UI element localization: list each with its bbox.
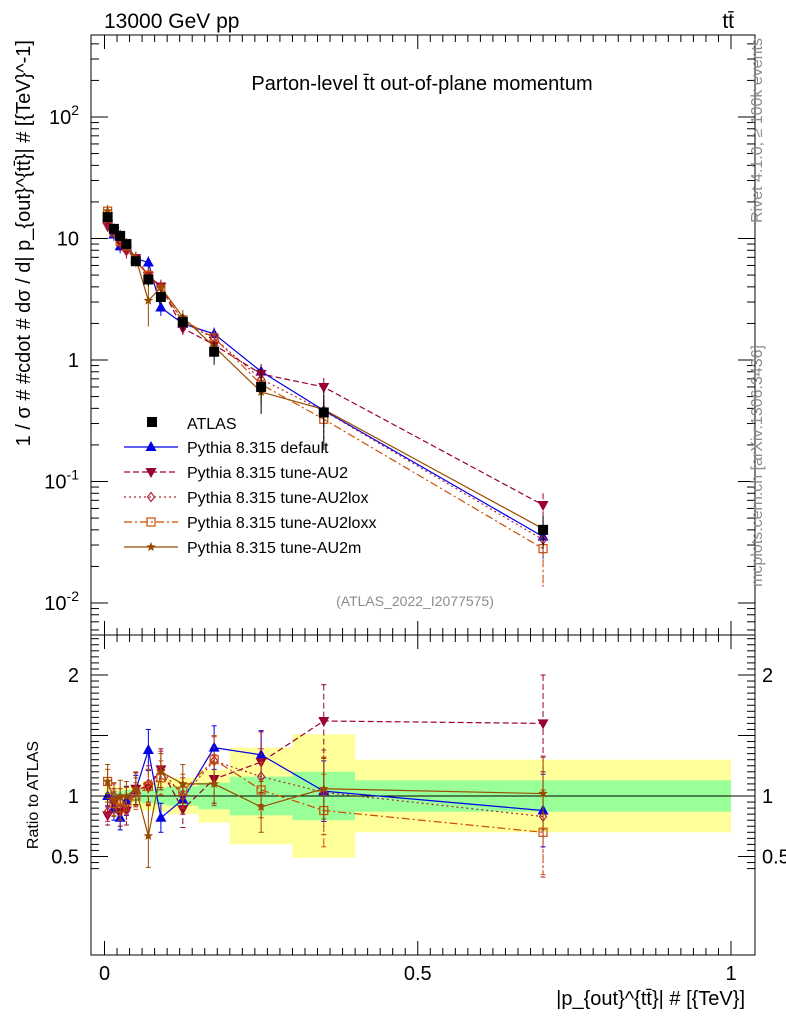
atlas-point-2: [115, 230, 126, 241]
series-4-ratio-point-1: [109, 794, 119, 804]
atlas-point-8: [209, 346, 220, 357]
y-tick-label-4: 102: [49, 102, 79, 129]
legend-label-1: Pythia 8.315 tune-AU2: [187, 465, 348, 482]
mcplots-label: mcplots.cern.ch [arXiv:1306.3436]: [749, 345, 766, 587]
series-1-main-point-11: [537, 501, 549, 512]
ratio-tick-label-right-1: 1: [762, 786, 773, 808]
series-1-line-main: [107, 225, 544, 506]
ratio-tick-label-left-0: 0.5: [51, 847, 79, 869]
series-1-ratio-point-10: [318, 716, 330, 727]
series-2-line-ratio: [107, 760, 544, 818]
legend-marker-0: [145, 441, 157, 451]
x-tick-label-1: 0.5: [404, 963, 432, 985]
series-4-ratio-point-11: [538, 788, 548, 798]
ratio-axis-title: Ratio to ATLAS: [25, 741, 42, 849]
series-4-ratio-point-0: [102, 776, 113, 786]
series-3-ratio-point-5: [143, 781, 153, 791]
legend-label-4: Pythia 8.315 tune-AU2m: [187, 540, 361, 557]
legend-label-3: Pythia 8.315 tune-AU2loxx: [187, 515, 376, 532]
ratio-tick-label-right-0: 0.5: [762, 847, 786, 869]
atlas-point-10: [318, 407, 329, 418]
uncertainty-bands: [91, 734, 755, 858]
legend-label-2: Pythia 8.315 tune-AU2lox: [187, 490, 368, 507]
legend-marker-4: [146, 542, 156, 551]
atlas-point-11: [538, 524, 549, 535]
plot-frames: [90, 34, 756, 956]
series-0-ratio-point-5: [142, 744, 154, 755]
atlas-point-5: [143, 274, 154, 285]
atlas-point-7: [177, 317, 188, 328]
analysis-tag: (ATLAS_2022_I2077575): [336, 593, 494, 609]
y-tick-label-2: 1: [68, 350, 79, 372]
series-4-ratio-point-8: [209, 778, 219, 788]
series-layer: [102, 204, 549, 878]
atlas-point-6: [155, 292, 166, 303]
series-1-ratio-point-11: [537, 719, 549, 730]
atlas-point-0: [102, 212, 113, 223]
legend-marker-2: [146, 491, 156, 503]
x-tick-label-2: 1: [725, 963, 736, 985]
series-0-main-point-6: [155, 301, 167, 312]
series-4-ratio-point-9: [256, 801, 266, 811]
series-1-ratio-point-7: [177, 805, 189, 816]
y-tick-label-3: 10: [57, 229, 79, 251]
series-4-ratio-point-7: [178, 778, 188, 788]
x-tick-label-0: 0: [99, 963, 110, 985]
atlas-point-9: [256, 381, 267, 392]
series-3-line-main: [107, 210, 544, 550]
atlas-point-3: [121, 239, 132, 250]
y-tick-label-1: 10-1: [44, 467, 79, 494]
series-4-ratio-point-10: [319, 783, 329, 793]
atlas-data: [102, 212, 549, 549]
legend-label-0: Pythia 8.315 default: [187, 440, 329, 457]
series-4-main-point-6: [156, 282, 166, 292]
series-4-ratio-point-3: [121, 791, 132, 800]
series-2-ratio-point-0: [103, 806, 112, 818]
chart-title: Parton-level t̄t out-of-plane momentum: [251, 73, 592, 95]
series-0-line-main: [107, 216, 544, 538]
labels-layer: 0 0.5 1 10-2 10-1 1 10 102 0.5 0.5 1 1 2 2 13000 GeV p…: [13, 10, 786, 1010]
legend-marker-3: [146, 517, 156, 527]
atlas-point-1: [108, 223, 119, 234]
series-4-main-point-5: [143, 295, 154, 305]
legend-atlas-label: ATLAS: [187, 416, 237, 433]
process-label: tt̄: [722, 10, 734, 33]
y-axis-title: 1 / σ # #cdot # dσ / d| p_{out}^{tt̄}| #…: [13, 40, 35, 446]
legend-marker-1: [145, 468, 157, 478]
rivet-label: Rivet 4.1.0, ≥ 100k events: [749, 38, 766, 223]
legend: ATLAS Pythia 8.315 default Pythia 8.315 tu…: [124, 416, 376, 557]
series-2-main-point-0: [103, 218, 112, 230]
series-1-line-ratio: [107, 720, 544, 816]
ratio-tick-label-left-1: 1: [68, 786, 79, 808]
legend-atlas-marker: [147, 417, 157, 427]
ratio-tick-label-left-2: 2: [68, 665, 79, 687]
x-axis-title: |p_{out}^{tt̄}| # [{TeV}]: [556, 988, 745, 1010]
y-tick-label-0: 10-2: [44, 588, 79, 615]
series-0-main-point-5: [142, 256, 154, 267]
ratio-tick-label-right-2: 2: [762, 665, 773, 687]
energy-label: 13000 GeV pp: [104, 10, 239, 33]
series-4-ratio-point-6: [156, 766, 166, 776]
ratio-panel-frame: [90, 634, 756, 956]
series-4-ratio-point-5: [143, 830, 154, 840]
series-4-ratio-point-4: [131, 783, 141, 793]
series-4-ratio-point-2: [115, 791, 125, 800]
series-4: [102, 204, 548, 868]
series-0-ratio-point-6: [155, 811, 167, 822]
series-1-main-point-10: [318, 383, 330, 394]
atlas-point-4: [130, 256, 141, 267]
